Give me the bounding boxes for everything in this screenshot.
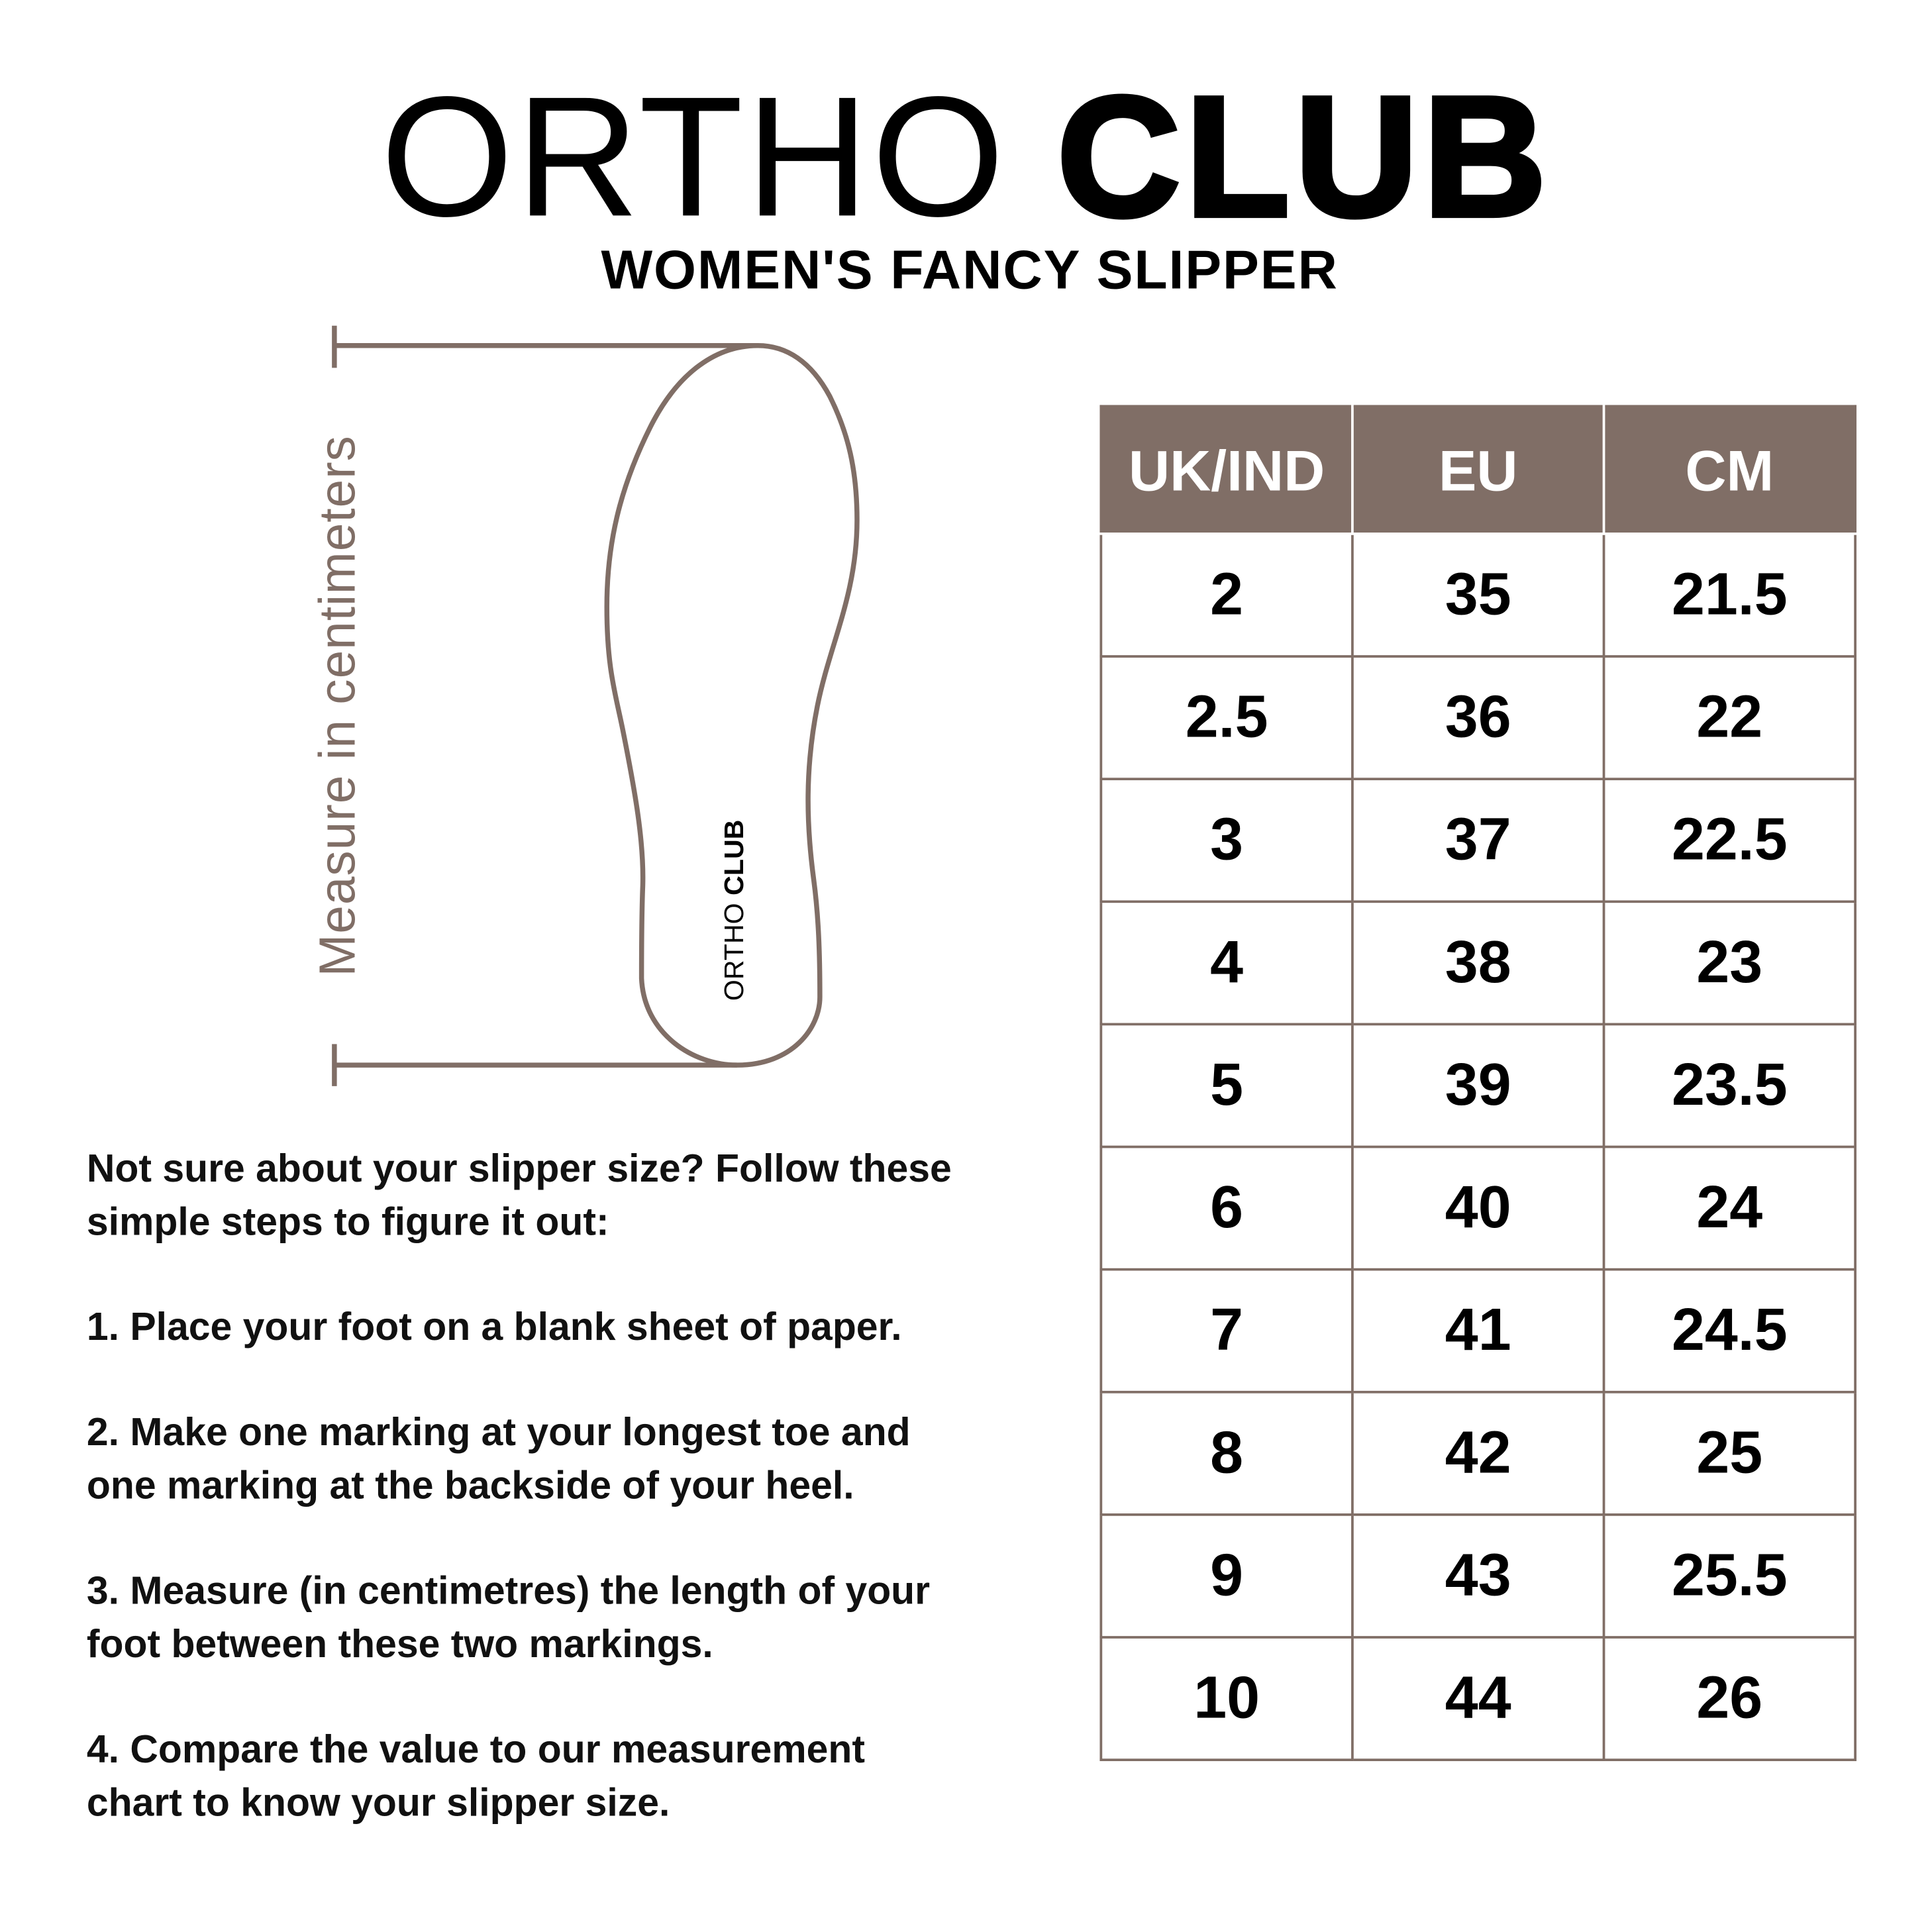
cell-eu: 39 <box>1351 1023 1605 1148</box>
sole-logo: ORTHO CLUB <box>719 820 751 1001</box>
table-header-row: UK/IND EU CM <box>1099 405 1856 535</box>
sole-logo-ortho: ORTHO <box>718 903 750 1001</box>
cell-eu: 35 <box>1351 533 1605 658</box>
header-cm: CM <box>1602 405 1856 535</box>
cell-cm: 25 <box>1602 1390 1856 1516</box>
brand-word-club: CLUB <box>1054 62 1552 253</box>
step-3: 3. Measure (in centimetres) the length o… <box>86 1568 931 1613</box>
intro-line: Not sure about your slipper size? Follow… <box>86 1145 952 1190</box>
step-4-cont: chart to know your slipper size. <box>86 1780 670 1825</box>
cell-cm: 26 <box>1602 1636 1856 1761</box>
cell-eu: 42 <box>1351 1390 1605 1516</box>
step-2-cont: one marking at the backside of your heel… <box>86 1462 854 1507</box>
cell-uk-ind: 2.5 <box>1099 655 1354 781</box>
table-row: 4 38 23 <box>1099 900 1856 1026</box>
table-row: 5 39 23.5 <box>1099 1023 1856 1148</box>
cell-cm: 25.5 <box>1602 1513 1856 1639</box>
table-row: 10 44 26 <box>1099 1636 1856 1761</box>
table-row: 9 43 25.5 <box>1099 1513 1856 1639</box>
cell-cm: 24 <box>1602 1145 1856 1271</box>
cell-eu: 43 <box>1351 1513 1605 1639</box>
table-row: 2 35 21.5 <box>1099 533 1856 658</box>
sole-outline-icon <box>604 342 860 1068</box>
product-subtitle: WOMEN'S FANCY SLIPPER <box>601 240 1339 301</box>
cell-uk-ind: 8 <box>1099 1390 1354 1516</box>
cell-eu: 38 <box>1351 900 1605 1026</box>
brand-word-ortho: ORTHO <box>380 62 1007 253</box>
table-row: 3 37 22.5 <box>1099 778 1856 903</box>
step-1: 1. Place your foot on a blank sheet of p… <box>86 1304 902 1349</box>
step-2: 2. Make one marking at your longest toe … <box>86 1409 911 1454</box>
cell-uk-ind: 4 <box>1099 900 1354 1026</box>
cell-cm: 24.5 <box>1602 1268 1856 1394</box>
cell-uk-ind: 9 <box>1099 1513 1354 1639</box>
cell-uk-ind: 7 <box>1099 1268 1354 1394</box>
header-eu: EU <box>1351 405 1605 535</box>
header-uk-ind: UK/IND <box>1099 405 1354 535</box>
cell-cm: 23.5 <box>1602 1023 1856 1148</box>
cell-eu: 41 <box>1351 1268 1605 1394</box>
intro-line: simple steps to figure it out: <box>86 1199 609 1244</box>
cell-uk-ind: 3 <box>1099 778 1354 903</box>
cell-eu: 40 <box>1351 1145 1605 1271</box>
step-4: 4. Compare the value to our measurement <box>86 1726 866 1771</box>
size-table: UK/IND EU CM 2 35 21.5 2.5 36 22 3 37 22.5 4 38 23 5… <box>1099 405 1856 1761</box>
cell-cm: 22.5 <box>1602 778 1856 903</box>
sole-logo-club: CLUB <box>718 819 750 895</box>
table-row: 7 41 24.5 <box>1099 1268 1856 1394</box>
table-row: 8 42 25 <box>1099 1390 1856 1516</box>
cell-uk-ind: 6 <box>1099 1145 1354 1271</box>
brand-logo: ORTHO CLUB <box>0 62 1932 253</box>
cell-cm: 22 <box>1602 655 1856 781</box>
cell-cm: 21.5 <box>1602 533 1856 658</box>
instructions: Not sure about your slipper size? Follow… <box>87 1142 952 1829</box>
cell-eu: 44 <box>1351 1636 1605 1761</box>
table-row: 6 40 24 <box>1099 1145 1856 1271</box>
measure-axis-label: Measure in centimeters <box>309 435 366 977</box>
step-3-cont: foot between these two markings. <box>86 1621 713 1666</box>
cell-uk-ind: 2 <box>1099 533 1354 658</box>
cell-uk-ind: 5 <box>1099 1023 1354 1148</box>
cell-eu: 37 <box>1351 778 1605 903</box>
cell-cm: 23 <box>1602 900 1856 1026</box>
table-row: 2.5 36 22 <box>1099 655 1856 781</box>
cell-uk-ind: 10 <box>1099 1636 1354 1761</box>
cell-eu: 36 <box>1351 655 1605 781</box>
